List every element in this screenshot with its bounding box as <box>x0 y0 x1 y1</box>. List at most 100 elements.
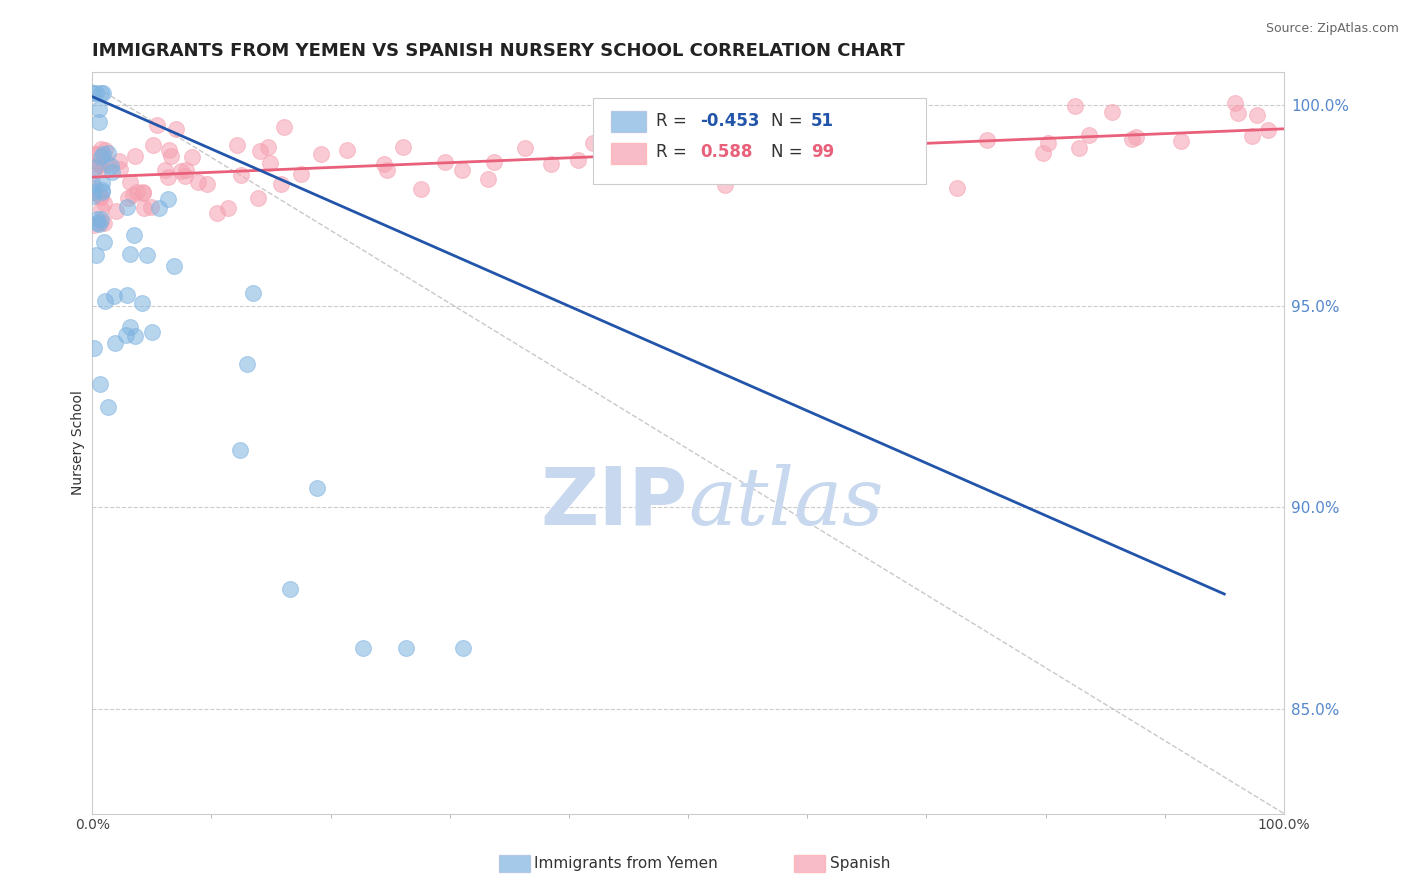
Point <box>157 192 180 206</box>
Point <box>1064 99 1087 113</box>
Point <box>83 147 105 161</box>
Text: N =: N = <box>772 112 808 129</box>
Point <box>135 247 157 261</box>
Point <box>235 357 257 371</box>
Point <box>120 246 142 260</box>
Point <box>94 294 117 309</box>
Point <box>217 201 239 215</box>
Point <box>84 160 107 174</box>
Point <box>800 112 823 127</box>
Point <box>411 182 433 196</box>
Point <box>225 138 247 153</box>
Point <box>141 325 163 339</box>
Point <box>83 341 105 355</box>
Point <box>713 178 735 193</box>
Point <box>91 183 114 197</box>
Point <box>83 163 105 178</box>
Point <box>1170 134 1192 148</box>
Point <box>90 211 112 226</box>
Point <box>103 289 125 303</box>
Point <box>174 162 197 177</box>
Point <box>100 159 122 173</box>
Point <box>1069 141 1091 155</box>
Point <box>946 181 969 195</box>
Point <box>90 142 112 156</box>
Point <box>1257 123 1279 137</box>
Point <box>108 161 131 176</box>
Point <box>157 170 180 185</box>
Point <box>307 482 329 496</box>
Point <box>352 641 374 656</box>
Point <box>93 235 115 249</box>
Point <box>157 143 180 157</box>
Point <box>115 328 138 343</box>
Point <box>375 162 398 177</box>
Point <box>97 146 120 161</box>
Text: R =: R = <box>655 112 692 129</box>
Point <box>889 135 911 149</box>
Point <box>89 377 111 392</box>
Point <box>89 189 111 203</box>
Point <box>90 189 112 203</box>
Point <box>229 442 252 457</box>
Point <box>87 115 110 129</box>
Point <box>624 161 647 176</box>
Point <box>242 286 264 301</box>
Point <box>1121 132 1143 146</box>
Point <box>848 128 870 143</box>
Text: atlas: atlas <box>688 464 883 541</box>
Point <box>105 204 128 219</box>
Point <box>640 143 662 157</box>
Point <box>841 108 863 122</box>
Text: N =: N = <box>772 144 808 161</box>
Point <box>124 329 146 343</box>
Point <box>108 153 131 168</box>
Point <box>91 147 114 161</box>
FancyBboxPatch shape <box>593 98 927 184</box>
Point <box>82 86 104 100</box>
Point <box>434 155 457 169</box>
Point <box>132 185 155 199</box>
Point <box>93 195 115 210</box>
Point <box>134 201 156 215</box>
Point <box>1125 130 1147 145</box>
Point <box>131 295 153 310</box>
Point <box>90 214 112 228</box>
Point <box>91 86 114 100</box>
Point <box>395 641 418 656</box>
Point <box>195 177 218 191</box>
Point <box>93 143 115 157</box>
Point <box>91 161 114 175</box>
Text: 99: 99 <box>811 144 834 161</box>
Point <box>1225 96 1247 111</box>
Point <box>451 162 474 177</box>
Text: R =: R = <box>655 144 692 161</box>
Text: IMMIGRANTS FROM YEMEN VS SPANISH NURSERY SCHOOL CORRELATION CHART: IMMIGRANTS FROM YEMEN VS SPANISH NURSERY… <box>93 42 905 60</box>
Point <box>1032 145 1054 160</box>
Point <box>120 175 142 189</box>
Point <box>1077 128 1099 143</box>
Text: Spanish: Spanish <box>830 856 890 871</box>
Point <box>82 189 104 203</box>
Point <box>90 150 112 164</box>
Point <box>82 185 104 199</box>
Point <box>1101 105 1123 120</box>
Point <box>141 200 163 214</box>
Point <box>104 336 127 351</box>
Point <box>246 191 269 205</box>
Point <box>792 118 814 132</box>
Point <box>903 128 925 142</box>
Point <box>567 153 589 168</box>
FancyBboxPatch shape <box>610 111 647 132</box>
Y-axis label: Nursery School: Nursery School <box>72 391 86 495</box>
Point <box>249 145 271 159</box>
Point <box>976 133 998 147</box>
FancyBboxPatch shape <box>610 143 647 163</box>
Point <box>125 185 148 199</box>
Point <box>373 157 395 171</box>
Point <box>117 191 139 205</box>
Point <box>115 288 138 302</box>
Point <box>142 138 165 153</box>
Point <box>93 216 115 230</box>
Point <box>181 150 204 164</box>
